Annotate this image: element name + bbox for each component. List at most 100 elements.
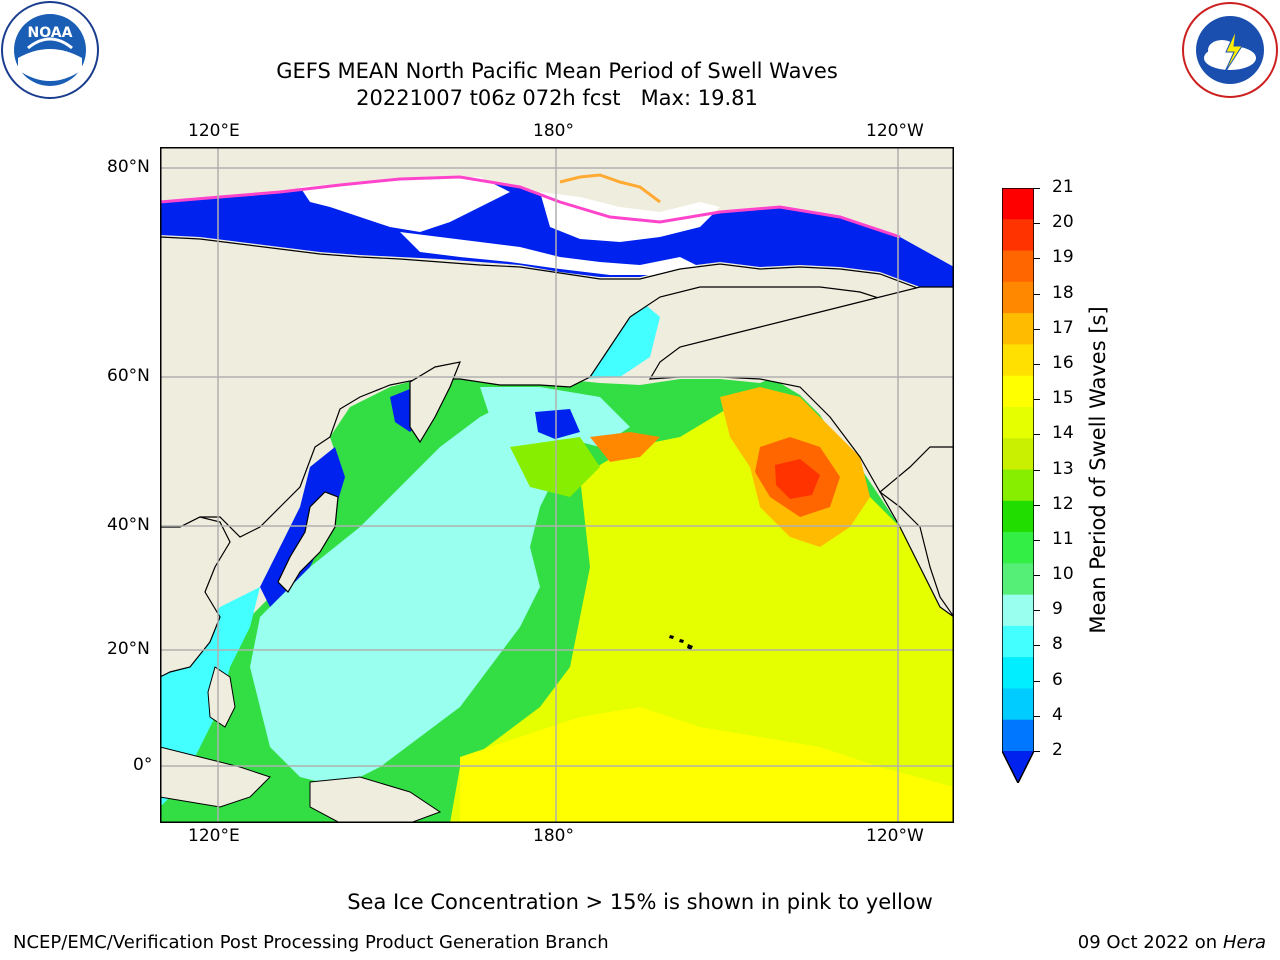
- run-date: 09 Oct 2022 on Hera: [1078, 932, 1266, 953]
- colorbar-swatch: [1002, 719, 1034, 752]
- ocean-blue-coast: [260, 447, 345, 607]
- colorbar-tick-mark: [1034, 223, 1040, 225]
- colorbar-swatches: [1001, 187, 1035, 785]
- colorbar-tick-mark: [1034, 715, 1040, 717]
- noaa-logo: NOAA: [0, 0, 100, 100]
- hawaii-islands: [669, 635, 693, 650]
- credit-text: NCEP/EMC/Verification Post Processing Pr…: [13, 932, 609, 953]
- lon-label-top-120e: 120°E: [188, 121, 240, 141]
- land-alaska: [648, 286, 954, 618]
- colorbar-tick: 11: [1052, 528, 1074, 549]
- ocean-orange-northern: [590, 432, 660, 462]
- sea-ice-note: Sea Ice Concentration > 15% is shown in …: [347, 890, 933, 914]
- colorbar-tick: 14: [1052, 423, 1074, 444]
- map-frame: [160, 147, 954, 823]
- nws-logo: [1180, 0, 1280, 100]
- colorbar-tick-mark: [1034, 399, 1040, 401]
- colorbar-swatch: [1002, 625, 1034, 658]
- colorbar-swatch: [1002, 563, 1034, 596]
- chart-subtitle: 20221007 t06z 072h fcst Max: 19.81: [160, 85, 954, 111]
- lat-label-20n: 20°N: [107, 639, 150, 659]
- colorbar-swatch: [1002, 188, 1034, 220]
- colorbar-tick: 12: [1052, 493, 1074, 514]
- colorbar-swatch: [1002, 375, 1034, 408]
- colorbar-tick-mark: [1034, 363, 1040, 365]
- lon-label-top-180: 180°: [533, 121, 574, 141]
- colorbar-tick-mark: [1034, 575, 1040, 577]
- colorbar-tick: 10: [1052, 564, 1074, 585]
- ocean-green-patch: [510, 437, 600, 497]
- colorbar-swatch: [1002, 657, 1034, 689]
- land-japan: [277, 491, 339, 593]
- max-value: Max: 19.81: [640, 86, 758, 110]
- colorbar-tick: 6: [1052, 669, 1063, 690]
- colorbar-tick-mark: [1034, 293, 1040, 295]
- colorbar-label: Mean Period of Swell Waves [s]: [1086, 306, 1110, 634]
- noaa-logo-text: NOAA: [28, 25, 73, 41]
- colorbar: [1001, 187, 1035, 785]
- colorbar-swatch: [1002, 313, 1034, 345]
- sea-ice-edge-pink: [160, 175, 901, 239]
- colorbar-tick-mark: [1034, 539, 1040, 541]
- arctic-white-ice-3: [400, 232, 700, 275]
- land-new-guinea: [309, 776, 442, 823]
- colorbar-tick: 19: [1052, 247, 1074, 268]
- colorbar-swatch: [1002, 219, 1034, 252]
- sea-ice-edge-orange: [559, 173, 661, 204]
- colorbar-tick-mark: [1034, 610, 1040, 612]
- ocean-cyan-band: [250, 397, 580, 787]
- land-china: [160, 516, 231, 678]
- colorbar-tick-mark: [1034, 258, 1040, 260]
- colorbar-tick: 15: [1052, 388, 1074, 409]
- colorbar-tick: 9: [1052, 599, 1063, 620]
- lat-label-0: 0°: [133, 755, 153, 775]
- chart-title: GEFS MEAN North Pacific Mean Period of S…: [276, 59, 838, 83]
- lon-label-bottom-120w: 120°W: [866, 826, 924, 846]
- colorbar-swatch: [1002, 688, 1034, 721]
- colorbar-tick-mark: [1034, 188, 1040, 189]
- lon-label-top-120w: 120°W: [866, 121, 924, 141]
- colorbar-tick: 20: [1052, 212, 1074, 233]
- run-date-on: on: [1194, 932, 1218, 953]
- colorbar-tick: 2: [1052, 740, 1063, 760]
- colorbar-swatch: [1002, 281, 1034, 314]
- colorbar-tick-mark: [1034, 680, 1040, 682]
- colorbar-swatch: [1002, 250, 1034, 283]
- lat-label-80n: 80°N: [107, 157, 150, 177]
- colorbar-tick: 8: [1052, 634, 1063, 655]
- colorbar-tick: 4: [1052, 704, 1063, 725]
- run-date-value: 09 Oct 2022: [1077, 932, 1190, 953]
- colorbar-swatch: [1002, 500, 1034, 533]
- colorbar-tick-mark: [1034, 434, 1040, 436]
- ocean-blue-bering: [535, 409, 580, 439]
- swell-period-map: [160, 147, 954, 823]
- colorbar-tick-mark: [1034, 469, 1040, 471]
- lat-label-40n: 40°N: [107, 515, 150, 535]
- colorbar-tick: 17: [1052, 317, 1074, 338]
- land-philippines: [207, 666, 236, 728]
- graticule: [160, 147, 954, 823]
- colorbar-swatch: [1002, 469, 1034, 502]
- land-indonesia: [160, 746, 271, 808]
- run-host: Hera: [1222, 932, 1266, 953]
- arctic-white-ice-2: [540, 192, 720, 242]
- ocean-red-core: [775, 459, 820, 499]
- lon-label-bottom-120e: 120°E: [188, 826, 240, 846]
- colorbar-swatch: [1002, 406, 1034, 439]
- ocean-yellow-south: [460, 707, 954, 823]
- colorbar-tick: 21: [1052, 177, 1074, 197]
- land-siberia: [160, 236, 954, 538]
- lat-label-60n: 60°N: [107, 366, 150, 386]
- land-kamchatka: [409, 361, 461, 444]
- colorbar-tick-mark: [1034, 751, 1040, 752]
- colorbar-tick: 18: [1052, 282, 1074, 303]
- colorbar-outline: [1001, 187, 1035, 785]
- forecast-run: 20221007 t06z 072h fcst: [356, 86, 621, 110]
- colorbar-swatch: [1002, 344, 1034, 377]
- colorbar-swatch: [1002, 532, 1034, 564]
- colorbar-tick-mark: [1034, 504, 1040, 506]
- lon-label-bottom-180: 180°: [533, 826, 574, 846]
- colorbar-tick-mark: [1034, 645, 1040, 647]
- arctic-white-ice: [300, 177, 510, 232]
- colorbar-tick-mark: [1034, 328, 1040, 330]
